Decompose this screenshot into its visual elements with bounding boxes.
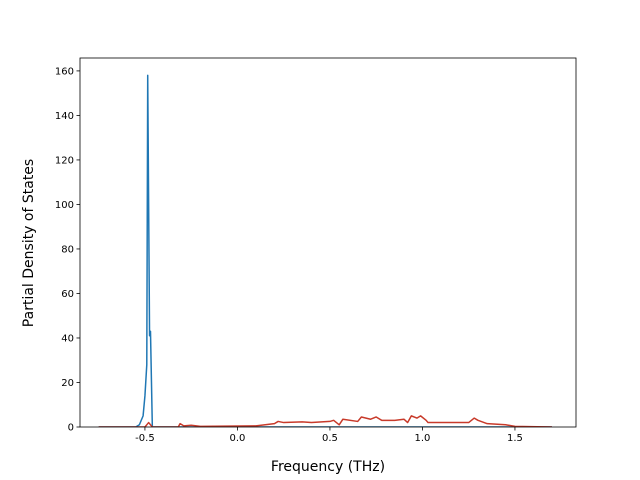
x-tick-label: 0.5 xyxy=(322,433,338,444)
x-tick-label: 1.5 xyxy=(507,433,523,444)
y-tick-label: 60 xyxy=(61,289,74,300)
y-tick-label: 80 xyxy=(61,244,74,255)
data-line xyxy=(98,415,552,427)
x-tick-label: 0.0 xyxy=(229,433,245,444)
plot-area xyxy=(98,74,552,427)
y-tick-label: 140 xyxy=(55,111,74,122)
y-tick-label: 40 xyxy=(61,333,74,344)
data-line xyxy=(98,74,552,427)
x-tick-label: -0.5 xyxy=(135,433,155,444)
y-tick-label: 0 xyxy=(68,423,74,434)
axes-frame xyxy=(79,57,577,428)
y-tick-label: 100 xyxy=(55,200,74,211)
y-axis-label: Partial Density of States xyxy=(21,159,37,327)
y-tick-label: 120 xyxy=(55,155,74,166)
y-tick-label: 160 xyxy=(55,66,74,77)
x-tick-label: 1.0 xyxy=(414,433,430,444)
y-tick-label: 20 xyxy=(61,378,74,389)
x-axis-label: Frequency (THz) xyxy=(271,459,385,475)
